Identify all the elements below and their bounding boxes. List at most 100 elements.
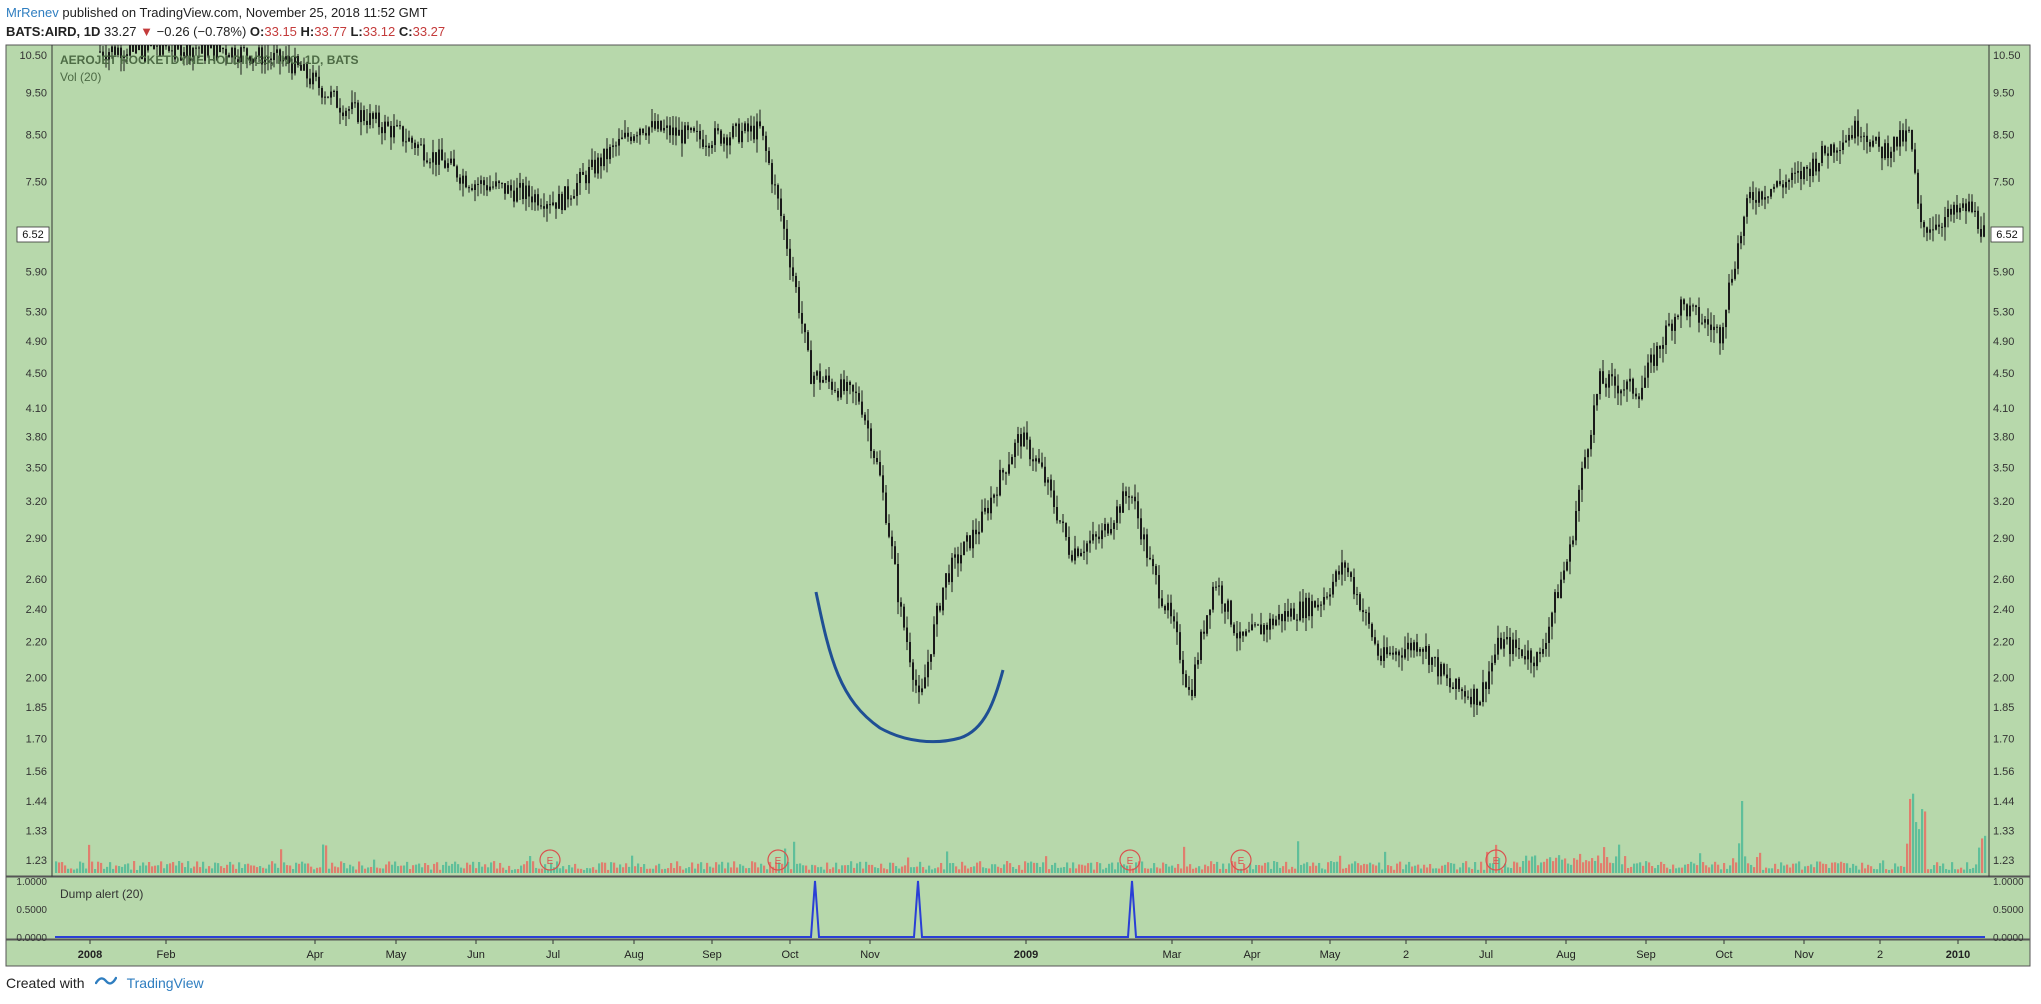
candle-body	[276, 49, 278, 53]
volume-bar	[400, 865, 403, 873]
volume-bar	[232, 864, 235, 873]
candle-body	[1083, 551, 1085, 553]
candle-body	[153, 45, 155, 50]
volume-bar	[1684, 864, 1687, 873]
candle-body	[1542, 649, 1544, 654]
candle-body	[192, 47, 194, 57]
volume-bar	[328, 868, 331, 873]
volume-bar	[1882, 860, 1885, 873]
candle-body	[1869, 142, 1871, 147]
candle-body	[831, 381, 833, 390]
volume-bar	[649, 868, 652, 873]
candle-body	[345, 110, 347, 117]
volume-bar	[1603, 847, 1606, 873]
candle-body	[1017, 434, 1019, 443]
candle-body	[1830, 144, 1832, 156]
earnings-marker-icon[interactable]	[767, 849, 789, 871]
candle-body	[588, 167, 590, 184]
volume-bar	[1792, 863, 1795, 873]
candle-body	[234, 47, 236, 60]
candle-body	[1914, 149, 1916, 173]
volume-bar	[148, 862, 151, 873]
volume-bar	[937, 867, 940, 873]
volume-bar	[1069, 868, 1072, 873]
volume-bar	[553, 867, 556, 873]
volume-bar	[667, 868, 670, 873]
candle-body	[1683, 299, 1685, 305]
candle-body	[441, 149, 443, 161]
volume-bar	[583, 869, 586, 873]
candle-body	[1008, 464, 1010, 474]
volume-bar	[76, 868, 79, 873]
candle-body	[1731, 278, 1733, 283]
rounding-bottom-annotation[interactable]	[814, 591, 1005, 744]
volume-bar	[1906, 843, 1909, 873]
volume-bar	[760, 863, 763, 873]
volume-bar	[979, 861, 982, 873]
volume-bar	[1024, 861, 1027, 873]
volume-bar	[379, 868, 382, 873]
candle-body	[1014, 442, 1016, 458]
candle-body	[579, 171, 581, 183]
price-pane[interactable]	[5, 44, 2031, 877]
time-tick-label: Feb	[157, 949, 176, 961]
candle-body	[534, 194, 536, 203]
volume-bar	[214, 862, 217, 873]
candle-body	[849, 381, 851, 386]
candle-body	[711, 145, 713, 149]
publisher-username[interactable]: MrRenev	[6, 5, 59, 20]
volume-bar	[973, 866, 976, 873]
earnings-marker-icon[interactable]	[539, 849, 561, 871]
earnings-marker-icon[interactable]	[1485, 849, 1507, 871]
candle-body	[1440, 664, 1442, 677]
candle-body	[798, 287, 800, 313]
price-tick-right: 3.20	[1993, 496, 2014, 508]
candle-body	[1230, 600, 1232, 625]
candle-body	[1428, 645, 1430, 665]
candle-body	[426, 160, 428, 163]
candle-body	[996, 494, 998, 496]
volume-bar	[1960, 867, 1963, 873]
time-tick-label: Oct	[781, 949, 798, 961]
volume-bar	[1756, 857, 1759, 873]
volume-bar	[829, 869, 832, 873]
volume-bar	[1837, 863, 1840, 873]
volume-bar	[637, 863, 640, 873]
volume-bar	[1039, 866, 1042, 873]
volume-bar	[1588, 861, 1591, 873]
candle-body	[987, 507, 989, 514]
price-tick-right: 8.50	[1993, 129, 2014, 141]
candle-body	[450, 158, 452, 164]
volume-bar	[415, 864, 418, 873]
time-tick-label: Jul	[546, 949, 560, 961]
candle-body	[1923, 222, 1925, 228]
candle-body	[804, 323, 806, 333]
volume-bar	[574, 863, 577, 873]
volume-bar	[811, 864, 814, 873]
volume-bar	[904, 865, 907, 873]
candle-body	[1281, 614, 1283, 622]
candle-body	[1254, 624, 1256, 626]
dump-alert-pane[interactable]	[5, 876, 2031, 940]
candle-body	[1239, 631, 1241, 639]
candle-body	[1674, 316, 1676, 331]
time-axis[interactable]	[5, 939, 2031, 967]
earnings-marker-icon[interactable]	[1230, 849, 1252, 871]
candle-body	[1836, 150, 1838, 153]
earnings-marker-icon[interactable]	[1119, 849, 1141, 871]
volume-bar	[1711, 864, 1714, 873]
volume-bar	[193, 866, 196, 873]
candle-body	[915, 679, 917, 686]
earnings-marker-label: E	[547, 856, 554, 867]
volume-bar	[955, 866, 958, 873]
candle-body	[483, 180, 485, 186]
candle-body	[1536, 652, 1538, 667]
candle-body	[1800, 170, 1802, 180]
volume-bar	[307, 863, 310, 873]
candle-body	[1176, 621, 1178, 633]
candle-body	[1530, 650, 1532, 663]
volume-bar	[1219, 868, 1222, 873]
tradingview-link[interactable]: TradingView	[126, 974, 204, 991]
candle-body	[1035, 458, 1037, 462]
